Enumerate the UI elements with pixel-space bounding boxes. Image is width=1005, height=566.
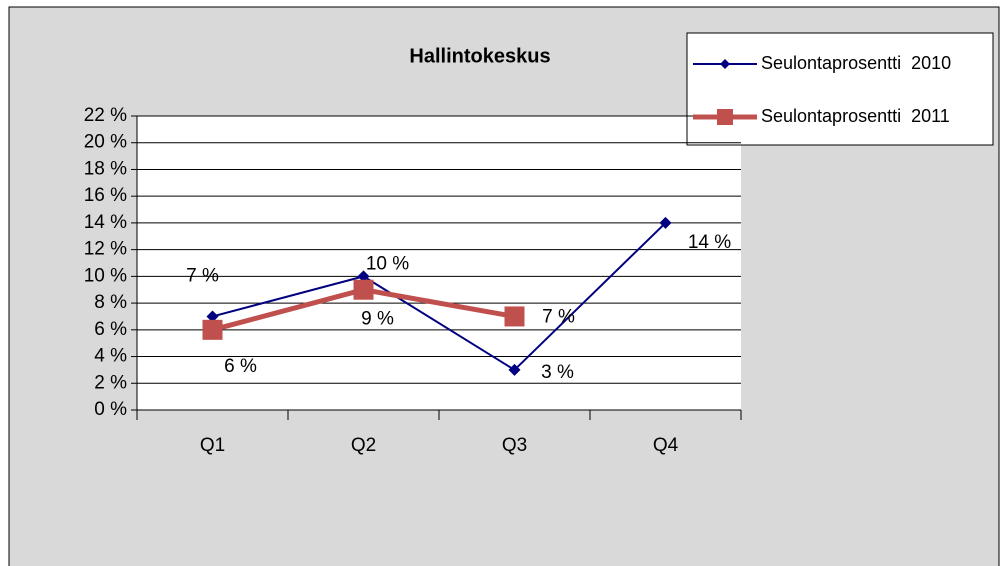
legend-label: Seulontaprosentti 2010 <box>761 53 951 73</box>
data-label: 3 % <box>541 362 574 383</box>
data-label: 14 % <box>688 232 731 253</box>
series-line <box>212 222 667 372</box>
y-tick-label: 10 % <box>84 265 127 286</box>
data-label: 10 % <box>366 253 409 274</box>
data-label: 7 % <box>186 265 219 286</box>
legend-marker <box>720 59 730 69</box>
marker <box>659 216 672 229</box>
y-tick-label: 18 % <box>84 158 127 179</box>
marker <box>504 306 525 327</box>
x-tick-label: Q3 <box>502 435 527 456</box>
data-label: 6 % <box>224 356 257 377</box>
marker <box>508 363 521 376</box>
chart-title: Hallintokeskus <box>409 45 550 67</box>
marker <box>202 319 223 340</box>
y-tick-label: 6 % <box>94 319 127 340</box>
data-label: 9 % <box>361 309 394 330</box>
marker <box>357 270 370 283</box>
x-tick-label: Q4 <box>653 435 679 456</box>
x-tick-label: Q1 <box>200 435 225 456</box>
y-tick-label: 22 % <box>84 105 127 126</box>
y-tick-label: 4 % <box>94 346 127 367</box>
legend-marker <box>717 109 733 125</box>
y-tick-label: 12 % <box>84 239 127 260</box>
y-tick-label: 0 % <box>94 399 127 420</box>
y-tick-label: 2 % <box>94 372 127 393</box>
y-tick-label: 20 % <box>84 132 127 153</box>
y-tick-label: 14 % <box>84 212 127 233</box>
marker <box>206 310 219 323</box>
marker <box>353 279 374 300</box>
legend-label: Seulontaprosentti 2011 <box>761 106 950 126</box>
y-tick-label: 16 % <box>84 185 127 206</box>
x-tick-label: Q2 <box>351 435 376 456</box>
data-label: 7 % <box>542 306 575 327</box>
plot-area <box>137 116 741 410</box>
y-tick-label: 8 % <box>94 292 127 313</box>
legend <box>686 32 994 146</box>
